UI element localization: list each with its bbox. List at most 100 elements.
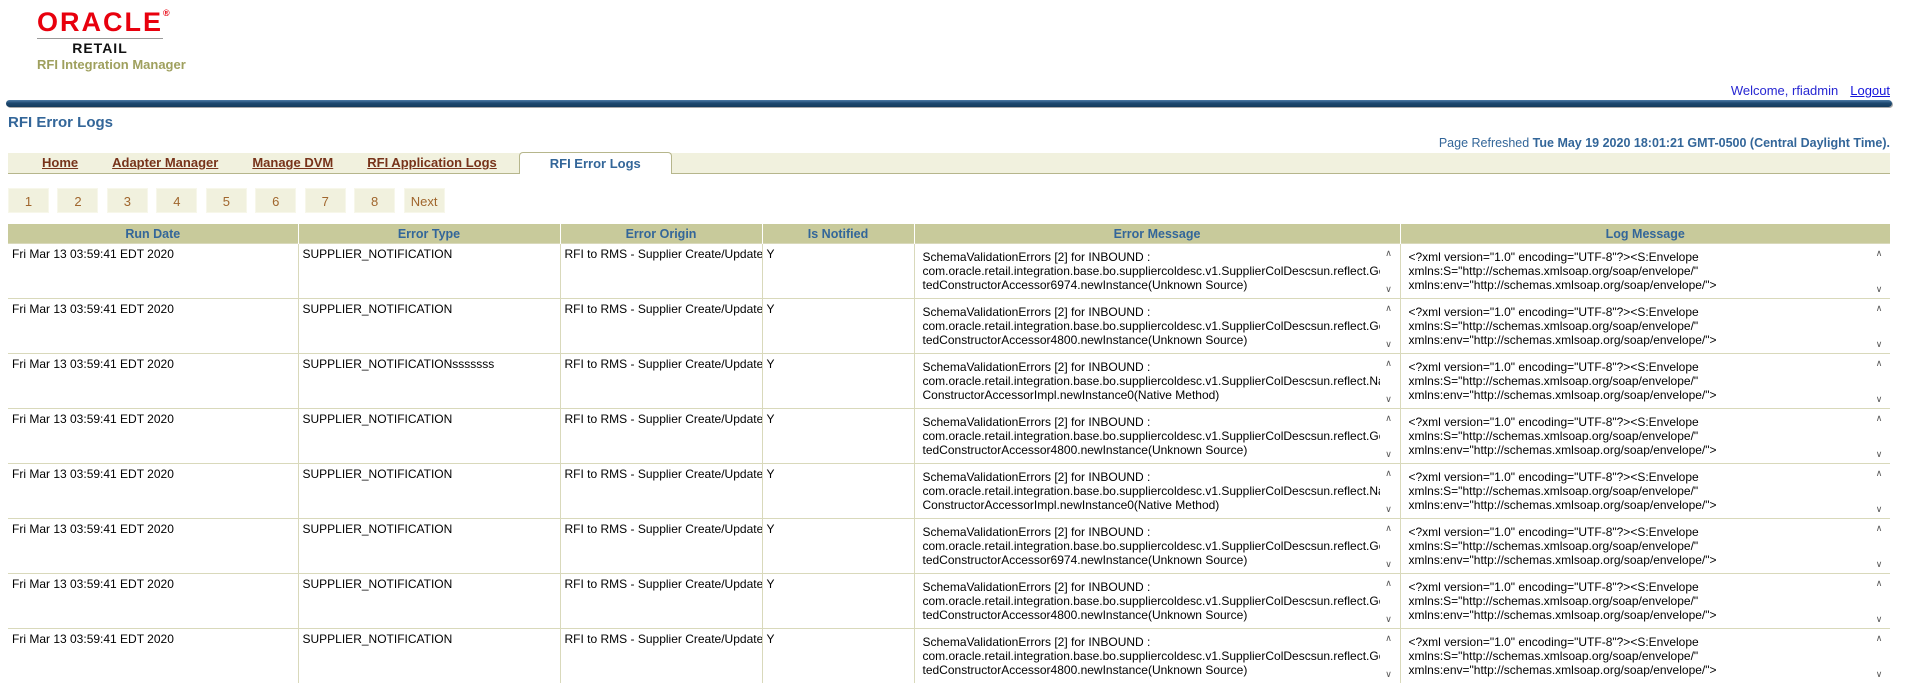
scroll-down-icon[interactable]: ∨: [1385, 671, 1392, 680]
scroll-up-icon[interactable]: ∧: [1876, 635, 1883, 644]
log-message-scrollbar[interactable]: ∧ ∨: [1870, 357, 1890, 408]
error-message-text[interactable]: SchemaValidationErrors [2] for INBOUND :…: [919, 577, 1380, 628]
column-header-error-type: Error Type: [298, 224, 560, 244]
pagination-button[interactable]: Next: [404, 188, 445, 213]
pagination-button[interactable]: 3: [107, 188, 148, 213]
scroll-up-icon[interactable]: ∧: [1385, 580, 1392, 589]
log-message-line: xmlns:S="http://schemas.xmlsoap.org/soap…: [1409, 484, 1871, 498]
scroll-up-icon[interactable]: ∧: [1876, 415, 1883, 424]
scroll-up-icon[interactable]: ∧: [1385, 635, 1392, 644]
log-message-text[interactable]: <?xml version="1.0" encoding="UTF-8"?><S…: [1405, 467, 1871, 518]
pagination-button[interactable]: 5: [206, 188, 247, 213]
scroll-down-icon[interactable]: ∨: [1876, 396, 1883, 405]
log-message-text[interactable]: <?xml version="1.0" encoding="UTF-8"?><S…: [1405, 522, 1871, 573]
scroll-down-icon[interactable]: ∨: [1385, 451, 1392, 460]
scroll-down-icon[interactable]: ∨: [1876, 341, 1883, 350]
log-message-scrollbar[interactable]: ∧ ∨: [1870, 522, 1890, 573]
log-message-text[interactable]: <?xml version="1.0" encoding="UTF-8"?><S…: [1405, 632, 1871, 683]
table-row: Fri Mar 13 03:59:41 EDT 2020 SUPPLIER_NO…: [8, 409, 1890, 464]
scroll-down-icon[interactable]: ∨: [1876, 671, 1883, 680]
log-message-cell: <?xml version="1.0" encoding="UTF-8"?><S…: [1400, 299, 1890, 354]
scroll-down-icon[interactable]: ∨: [1385, 286, 1392, 295]
error-message-scrollbar[interactable]: ∧ ∨: [1380, 412, 1400, 463]
error-message-text[interactable]: SchemaValidationErrors [2] for INBOUND :…: [919, 522, 1380, 573]
pagination-button[interactable]: 2: [57, 188, 98, 213]
log-message-scrollbar[interactable]: ∧ ∨: [1870, 577, 1890, 628]
pagination-button[interactable]: 8: [354, 188, 395, 213]
registered-mark: ®: [163, 8, 170, 18]
error-message-text[interactable]: SchemaValidationErrors [2] for INBOUND :…: [919, 247, 1380, 298]
scroll-down-icon[interactable]: ∨: [1876, 451, 1883, 460]
page-refreshed-value: Tue May 19 2020 18:01:21 GMT-0500 (Centr…: [1533, 136, 1890, 150]
log-message-line: <?xml version="1.0" encoding="UTF-8"?><S…: [1409, 470, 1871, 484]
scroll-up-icon[interactable]: ∧: [1385, 305, 1392, 314]
log-message-text[interactable]: <?xml version="1.0" encoding="UTF-8"?><S…: [1405, 302, 1871, 353]
scroll-down-icon[interactable]: ∨: [1385, 561, 1392, 570]
scroll-up-icon[interactable]: ∧: [1876, 580, 1883, 589]
scroll-up-icon[interactable]: ∧: [1385, 250, 1392, 259]
error-message-line: SchemaValidationErrors [2] for INBOUND :: [923, 470, 1380, 484]
error-message-line: com.oracle.retail.integration.base.bo.su…: [923, 429, 1380, 443]
scroll-up-icon[interactable]: ∧: [1385, 525, 1392, 534]
error-message-scrollbar[interactable]: ∧ ∨: [1380, 632, 1400, 683]
error-origin-cell: RFI to RMS - Supplier Create/Update: [560, 409, 762, 464]
pagination-button[interactable]: 4: [156, 188, 197, 213]
log-message-line: xmlns:env="http://schemas.xmlsoap.org/so…: [1409, 278, 1871, 292]
log-message-text[interactable]: <?xml version="1.0" encoding="UTF-8"?><S…: [1405, 412, 1871, 463]
error-message-line: com.oracle.retail.integration.base.bo.su…: [923, 484, 1380, 498]
error-origin-cell: RFI to RMS - Supplier Create/Update: [560, 354, 762, 409]
pagination-button[interactable]: 6: [255, 188, 296, 213]
error-message-scrollbar[interactable]: ∧ ∨: [1380, 247, 1400, 298]
scroll-down-icon[interactable]: ∨: [1876, 561, 1883, 570]
error-message-text[interactable]: SchemaValidationErrors [2] for INBOUND :…: [919, 467, 1380, 518]
error-type-cell: SUPPLIER_NOTIFICATION: [298, 464, 560, 519]
error-message-text[interactable]: SchemaValidationErrors [2] for INBOUND :…: [919, 412, 1380, 463]
scroll-up-icon[interactable]: ∧: [1876, 360, 1883, 369]
error-message-text[interactable]: SchemaValidationErrors [2] for INBOUND :…: [919, 302, 1380, 353]
log-message-scrollbar[interactable]: ∧ ∨: [1870, 247, 1890, 298]
scroll-down-icon[interactable]: ∨: [1385, 341, 1392, 350]
log-message-text[interactable]: <?xml version="1.0" encoding="UTF-8"?><S…: [1405, 577, 1871, 628]
log-message-scrollbar[interactable]: ∧ ∨: [1870, 412, 1890, 463]
error-type-cell: SUPPLIER_NOTIFICATION: [298, 574, 560, 629]
error-message-scrollbar[interactable]: ∧ ∨: [1380, 522, 1400, 573]
scroll-up-icon[interactable]: ∧: [1385, 360, 1392, 369]
scroll-up-icon[interactable]: ∧: [1385, 470, 1392, 479]
tab-home[interactable]: Home: [42, 156, 78, 170]
pagination-button[interactable]: 7: [305, 188, 346, 213]
log-message-line: xmlns:S="http://schemas.xmlsoap.org/soap…: [1409, 264, 1871, 278]
log-message-line: xmlns:env="http://schemas.xmlsoap.org/so…: [1409, 663, 1871, 677]
logout-link[interactable]: Logout: [1850, 83, 1890, 98]
scroll-down-icon[interactable]: ∨: [1876, 286, 1883, 295]
tab-adapter-manager[interactable]: Adapter Manager: [112, 156, 218, 170]
scroll-up-icon[interactable]: ∧: [1876, 305, 1883, 314]
scroll-up-icon[interactable]: ∧: [1876, 470, 1883, 479]
scroll-down-icon[interactable]: ∨: [1876, 616, 1883, 625]
tab-rfi-application-logs[interactable]: RFI Application Logs: [367, 156, 497, 170]
log-message-scrollbar[interactable]: ∧ ∨: [1870, 302, 1890, 353]
error-message-cell: SchemaValidationErrors [2] for INBOUND :…: [914, 354, 1400, 409]
scroll-up-icon[interactable]: ∧: [1876, 250, 1883, 259]
error-message-scrollbar[interactable]: ∧ ∨: [1380, 302, 1400, 353]
log-message-text[interactable]: <?xml version="1.0" encoding="UTF-8"?><S…: [1405, 357, 1871, 408]
scroll-down-icon[interactable]: ∨: [1385, 506, 1392, 515]
error-message-text[interactable]: SchemaValidationErrors [2] for INBOUND :…: [919, 357, 1380, 408]
log-message-scrollbar[interactable]: ∧ ∨: [1870, 632, 1890, 683]
scroll-down-icon[interactable]: ∨: [1385, 616, 1392, 625]
tab-manage-dvm[interactable]: Manage DVM: [252, 156, 333, 170]
error-message-scrollbar[interactable]: ∧ ∨: [1380, 467, 1400, 518]
log-message-line: xmlns:env="http://schemas.xmlsoap.org/so…: [1409, 333, 1871, 347]
pagination-button[interactable]: 1: [8, 188, 49, 213]
error-message-text[interactable]: SchemaValidationErrors [2] for INBOUND :…: [919, 632, 1380, 683]
tab-rfi-error-logs[interactable]: RFI Error Logs: [519, 152, 672, 174]
log-message-text[interactable]: <?xml version="1.0" encoding="UTF-8"?><S…: [1405, 247, 1871, 298]
error-message-scrollbar[interactable]: ∧ ∨: [1380, 357, 1400, 408]
scroll-down-icon[interactable]: ∨: [1385, 396, 1392, 405]
scroll-up-icon[interactable]: ∧: [1385, 415, 1392, 424]
column-header-error-origin: Error Origin: [560, 224, 762, 244]
scroll-down-icon[interactable]: ∨: [1876, 506, 1883, 515]
log-message-scrollbar[interactable]: ∧ ∨: [1870, 467, 1890, 518]
scroll-up-icon[interactable]: ∧: [1876, 525, 1883, 534]
error-message-scrollbar[interactable]: ∧ ∨: [1380, 577, 1400, 628]
